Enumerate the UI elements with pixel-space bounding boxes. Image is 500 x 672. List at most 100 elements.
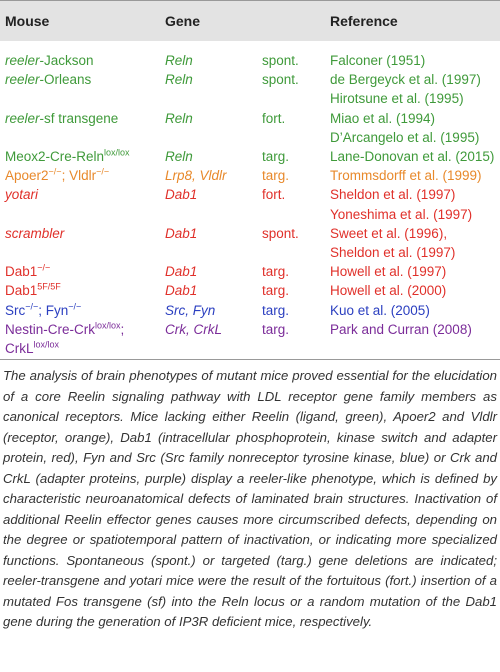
mouse-line: CrkLlox/lox: [5, 339, 124, 358]
mouse-cell: Dab1−/−: [5, 262, 50, 281]
text-segment: Dab1: [5, 264, 38, 280]
mouse-line: reeler-Jackson: [5, 51, 94, 70]
method: fort.: [262, 187, 286, 203]
reference: Park and Curran (2008): [330, 321, 472, 337]
text-segment: Reln: [165, 110, 193, 126]
mouse-cell: Meox2-Cre-Relnlox/lox: [5, 147, 130, 166]
text-segment: Apoer2: [5, 168, 49, 184]
text-segment: Dab1: [165, 283, 198, 299]
text-segment: scrambler: [5, 225, 65, 241]
reference: Sweet et al. (1996),: [330, 225, 448, 241]
method-cell: spont.: [262, 224, 299, 243]
method: spont.: [262, 225, 299, 241]
gene-cell: Reln: [165, 147, 193, 166]
gene-cell: Dab1: [165, 281, 197, 300]
method-cell: fort.: [262, 109, 285, 128]
text-segment: reeler: [5, 110, 40, 126]
text-segment: Nestin-Cre-Crk: [5, 321, 96, 337]
caption: The analysis of brain phenotypes of muta…: [3, 368, 497, 629]
mouse-line: Apoer2−/−; Vldlr−/−: [5, 166, 109, 185]
mouse-line: reeler-sf transgene: [5, 109, 118, 128]
mouse-cell: Nestin-Cre-Crklox/lox; CrkLlox/lox: [5, 320, 124, 358]
mouse-cell: scrambler: [5, 224, 64, 243]
reference-cell: Sheldon et al. (1997) Yoneshima et al. (1…: [330, 185, 472, 223]
reference-cell: Kuo et al. (2005): [330, 301, 430, 320]
text-segment: −/−: [96, 166, 110, 177]
mouse-cell: reeler-Jackson: [5, 51, 94, 70]
reference: Hirotsune et al. (1995): [330, 91, 464, 107]
text-segment: Reln: [165, 149, 193, 164]
text-segment: Meox2-Cre-Reln: [5, 149, 105, 164]
gene-cell: Reln: [165, 70, 193, 89]
text-segment: yotari: [5, 187, 39, 203]
method-cell: targ.: [262, 147, 289, 166]
header-band: Mouse Gene Reference: [0, 0, 500, 41]
reference-cell: Trommsdorff et al. (1999): [330, 166, 482, 185]
text-segment: -Jackson: [39, 53, 94, 68]
reference: Howell et al. (2000): [330, 283, 447, 299]
method-cell: fort.: [262, 185, 285, 204]
text-segment: reeler: [5, 53, 40, 68]
text-segment: −/−: [68, 301, 82, 312]
gene-cell: Crk, CrkL: [165, 320, 222, 339]
mouse-line: reeler-Orleans: [5, 70, 91, 89]
reference-cell: Lane-Donovan et al. (2015): [330, 147, 494, 166]
reference-cell: de Bergeyck et al. (1997) Hirotsune et al…: [330, 70, 481, 108]
reference-cell: Falconer (1951): [330, 51, 425, 70]
mouse-line: Src−/−; Fyn−/−: [5, 301, 81, 320]
method: fort.: [262, 110, 286, 126]
reference: Yoneshima et al. (1997): [330, 206, 473, 222]
text-segment: ; Vldlr: [61, 168, 97, 184]
reference: Sheldon et al. (1997): [330, 187, 456, 203]
method-cell: targ.: [262, 281, 289, 300]
method: targ.: [262, 264, 290, 280]
reference-cell: Howell et al. (2000): [330, 281, 446, 300]
method: spont.: [262, 53, 299, 68]
reference-cell: Park and Curran (2008): [330, 320, 472, 339]
method-cell: targ.: [262, 320, 289, 339]
text-segment: −/−: [25, 301, 39, 312]
reference: Howell et al. (1997): [330, 264, 447, 280]
mouse-line: Dab15F/5F: [5, 281, 61, 300]
mouse-cell: yotari: [5, 185, 38, 204]
method: targ.: [262, 168, 290, 184]
header: Mouse: [5, 13, 50, 29]
gene-cell: Lrp8, Vldlr: [165, 166, 227, 185]
mouse-line: Meox2-Cre-Relnlox/lox: [5, 147, 130, 166]
gene-cell: Reln: [165, 51, 193, 70]
mouse-cell: Dab15F/5F: [5, 281, 61, 300]
text-segment: 5F/5F: [37, 281, 61, 292]
reference: D’Arcangelo et al. (1995): [330, 129, 480, 145]
text-segment: Dab1: [165, 187, 198, 203]
text-segment: −/−: [37, 262, 51, 273]
text-segment: -Orleans: [39, 72, 92, 88]
method-cell: spont.: [262, 51, 299, 70]
mouse-line: scrambler: [5, 224, 64, 243]
text-segment: CrkL: [5, 341, 34, 356]
text-segment: Reln: [165, 53, 193, 68]
method-cell: targ.: [262, 262, 289, 281]
text-segment: Dab1: [5, 283, 38, 299]
text-segment: Reln: [165, 72, 193, 88]
text-segment: Crk, CrkL: [165, 321, 222, 337]
header: Reference: [330, 13, 398, 29]
text-segment: lox/lox: [104, 147, 130, 158]
reference: de Bergeyck et al. (1997): [330, 72, 481, 88]
text-segment: ; Fyn: [38, 302, 69, 318]
reference-cell: Sweet et al. (1996), Sheldon et al. (1997…: [330, 224, 455, 262]
text-segment: lox/lox: [95, 320, 121, 331]
reference-cell: Howell et al. (1997): [330, 262, 446, 281]
text-segment: Src, Fyn: [165, 302, 216, 318]
method: targ.: [262, 302, 290, 318]
mouse-line: Dab1−/−: [5, 262, 50, 281]
gene-cell: Dab1: [165, 262, 197, 281]
mouse-cell: Apoer2−/−; Vldlr−/−: [5, 166, 109, 185]
text-segment: Dab1: [165, 264, 198, 280]
method: targ.: [262, 321, 290, 337]
reference: Lane-Donovan et al. (2015): [330, 149, 495, 164]
text-segment: -sf transgene: [39, 110, 119, 126]
reference: Kuo et al. (2005): [330, 302, 430, 318]
method: targ.: [262, 283, 290, 299]
header: Gene: [165, 13, 201, 29]
